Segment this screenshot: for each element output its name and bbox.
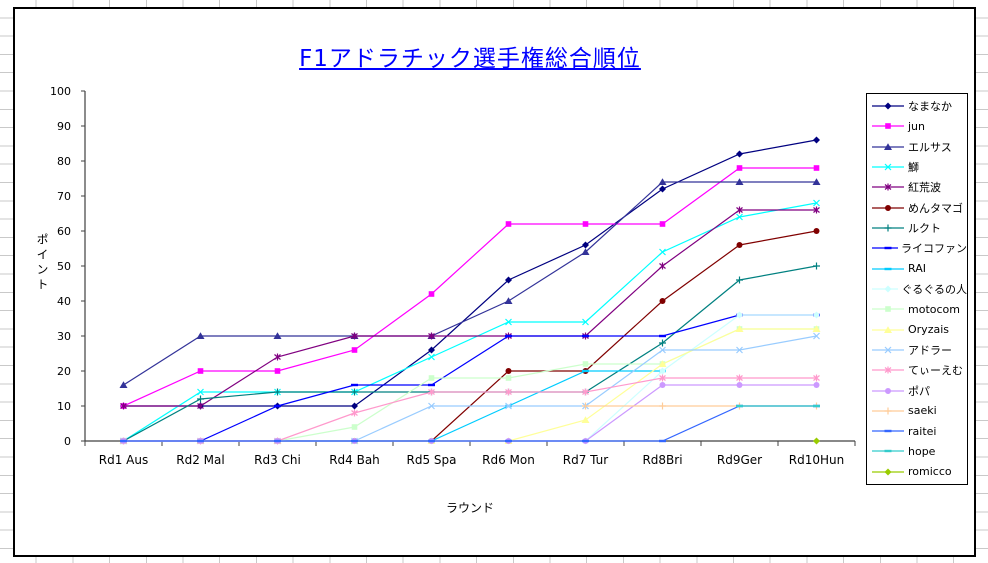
x-tick-label: Rd5 Spa: [406, 453, 457, 467]
legend-label: 紅荒波: [908, 181, 941, 195]
legend-item[interactable]: motocom: [871, 300, 967, 319]
legend-item[interactable]: 紅荒波: [871, 178, 967, 197]
x-tick-label: Rd4 Bah: [329, 453, 380, 467]
series-紅荒波[interactable]: [120, 206, 820, 410]
legend-label: hope: [908, 444, 936, 458]
legend-item[interactable]: エルサス: [871, 137, 967, 156]
x-axis-title: ラウンド: [445, 501, 494, 515]
legend-key-diamond-icon: [872, 468, 904, 476]
y-axis-title: ポイント: [35, 233, 49, 293]
legend-item[interactable]: なまなか: [871, 97, 967, 116]
legend-key-square-icon: [872, 306, 904, 313]
y-tick-label: 10: [57, 400, 71, 413]
series-ポパ[interactable]: [120, 382, 820, 444]
x-tick-label: Rd3 Chi: [254, 453, 301, 467]
legend-key-diamond-icon: [872, 285, 899, 293]
legend-label: アドラー: [908, 343, 952, 357]
legend-item[interactable]: saeki: [871, 401, 967, 420]
x-tick-label: Rd2 Mal: [176, 453, 225, 467]
legend-label: RAI: [908, 262, 926, 276]
legend-item[interactable]: ルクト: [871, 219, 967, 238]
legend-key-dash-icon: [872, 450, 904, 453]
series-なまなか[interactable]: [120, 136, 820, 410]
y-tick-label: 40: [57, 295, 71, 308]
legend-label: ライコファン: [901, 242, 967, 256]
y-tick-label: 30: [57, 330, 71, 343]
legend-key-circle-icon: [872, 387, 904, 394]
y-tick-label: 60: [57, 225, 71, 238]
legend-label: ルクト: [908, 222, 941, 236]
axis-lines: [84, 91, 855, 442]
x-tick-label: Rd1 Aus: [98, 453, 149, 467]
chart-legend[interactable]: なまなか jun エルサス鰤紅荒波めんタマゴルクトライコファン RAI ぐるぐるの人 mo…: [866, 93, 968, 485]
y-tick-label: 80: [57, 155, 71, 168]
series-アドラー[interactable]: [120, 332, 820, 445]
legend-item[interactable]: hope: [871, 442, 967, 461]
y-axis-tick-labels: 0 10 20 30 40 50 60 70 80 90 100: [0, 0, 79, 563]
legend-item[interactable]: アドラー: [871, 340, 967, 359]
y-tick-label: 0: [64, 435, 71, 448]
series-romicco[interactable]: [813, 437, 820, 445]
x-tick-label: Rd10Hun: [788, 453, 845, 467]
legend-item[interactable]: てぃーえむ: [871, 361, 967, 380]
series-hope[interactable]: [736, 404, 820, 408]
legend-key-diamond-icon: [872, 102, 904, 110]
y-tick-label: 70: [57, 190, 71, 203]
x-tick-label: Rd6 Mon: [482, 453, 535, 467]
legend-label: jun: [908, 119, 925, 133]
chart-object[interactable]: [13, 7, 976, 557]
legend-item[interactable]: raitei: [871, 422, 967, 441]
legend-label: ぐるぐるの人: [901, 282, 967, 296]
legend-label: めんタマゴ: [908, 201, 963, 215]
legend-key-plus-icon: [872, 224, 904, 232]
y-tick-label: 20: [57, 365, 71, 378]
legend-item[interactable]: Oryzais: [871, 320, 967, 339]
legend-key-x-icon: [872, 346, 904, 354]
legend-key-asterisk-icon: [872, 183, 904, 191]
legend-key-x-icon: [872, 163, 904, 171]
legend-item[interactable]: RAI: [871, 259, 967, 278]
legend-key-dash-icon: [872, 247, 898, 250]
legend-item[interactable]: ポパ: [871, 381, 967, 400]
legend-key-dash-icon: [872, 429, 904, 433]
legend-item[interactable]: ライコファン: [871, 239, 967, 258]
y-tick-label: 90: [57, 120, 71, 133]
legend-key-plus-icon: [872, 407, 904, 415]
legend-key-asterisk-icon: [872, 366, 904, 374]
legend-item[interactable]: ぐるぐるの人: [871, 279, 967, 298]
x-tick-label: Rd9Ger: [716, 453, 763, 467]
y-tick-label: 50: [57, 260, 71, 273]
legend-key-dash-icon: [872, 267, 904, 270]
series-raitei[interactable]: [120, 404, 820, 443]
legend-item[interactable]: 鰤: [871, 158, 967, 177]
legend-label: raitei: [908, 424, 937, 438]
legend-key-triangle-icon: [872, 142, 904, 150]
legend-label: 鰤: [908, 161, 919, 175]
legend-label: Oryzais: [908, 323, 949, 337]
legend-label: エルサス: [908, 140, 952, 154]
series-エルサス[interactable]: [119, 178, 821, 388]
legend-label: ポパ: [908, 384, 930, 398]
legend-label: romicco: [908, 465, 952, 479]
x-tick-label: Rd8Bri: [642, 453, 683, 467]
legend-item[interactable]: jun: [871, 117, 967, 136]
legend-item[interactable]: romicco: [871, 462, 967, 481]
legend-key-triangle-icon: [872, 325, 904, 333]
legend-label: saeki: [908, 404, 937, 418]
legend-item[interactable]: めんタマゴ: [871, 198, 967, 217]
chart-title[interactable]: F1アドラチック選手権総合順位: [299, 46, 641, 72]
x-tick-label: Rd7 Tur: [562, 453, 609, 467]
y-tick-label: 100: [50, 85, 71, 98]
legend-label: motocom: [908, 302, 960, 316]
legend-key-square-icon: [872, 123, 904, 130]
legend-label: なまなか: [908, 100, 952, 114]
legend-key-circle-icon: [872, 204, 904, 211]
series-jun[interactable]: [120, 165, 820, 409]
legend-label: てぃーえむ: [908, 364, 963, 378]
